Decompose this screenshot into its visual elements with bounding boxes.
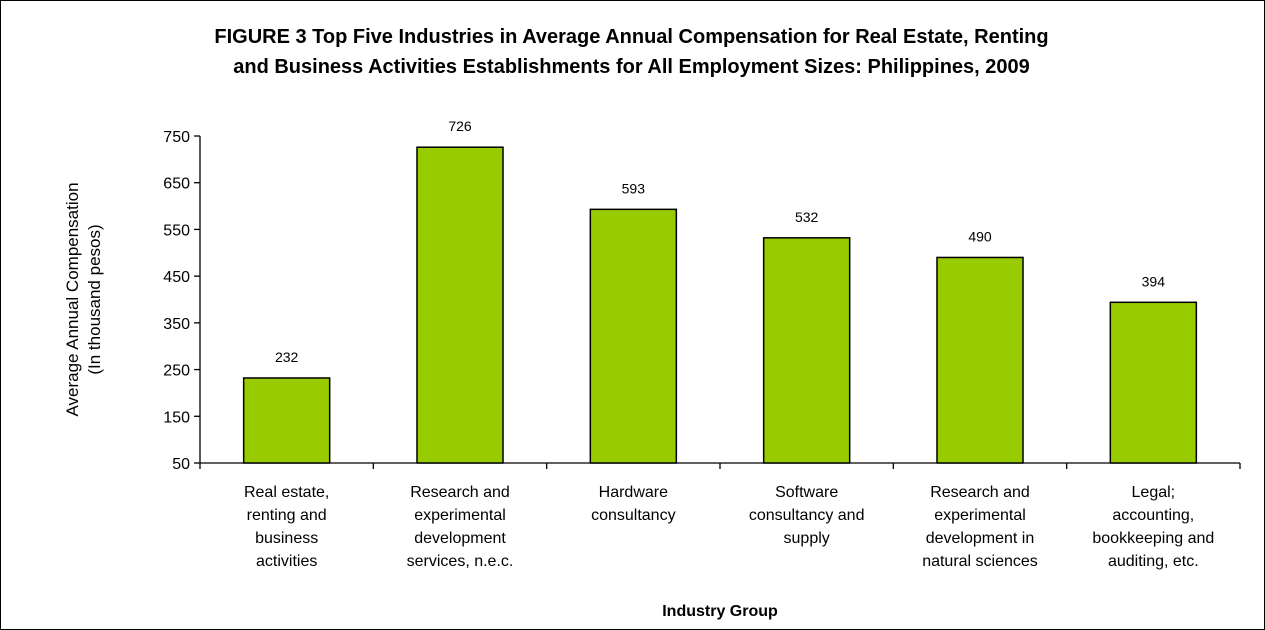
y-tick-label: 550 <box>163 222 190 239</box>
x-category-label: Research and experimental development servi… <box>407 484 514 570</box>
data-label: 490 <box>968 228 992 244</box>
bar <box>762 237 851 464</box>
data-label: 532 <box>795 209 819 225</box>
chart-title-block: FIGURE 3 Top Five Industries in Average … <box>0 22 1263 82</box>
bar <box>416 146 504 464</box>
data-label: 726 <box>448 118 472 134</box>
x-category-label: Software consultancy and supply <box>749 484 865 547</box>
y-axis-title: Average Annual Compensation (In thousand … <box>63 182 104 416</box>
bar <box>589 208 678 464</box>
data-label: 232 <box>275 349 299 365</box>
y-tick-label: 150 <box>163 409 190 426</box>
bar <box>1109 301 1198 464</box>
chart-title: FIGURE 3 Top Five Industries in Average … <box>214 26 1049 48</box>
y-tick-label: 450 <box>163 269 190 286</box>
bar <box>936 256 1024 464</box>
data-label: 593 <box>622 180 646 196</box>
x-category-label: Research and experimental development in na… <box>922 484 1038 570</box>
y-tick-label: 250 <box>163 363 190 380</box>
data-label: 394 <box>1142 273 1166 289</box>
y-tick-label: 50 <box>172 456 190 473</box>
x-category-label: Real estate, renting and business activitie… <box>244 484 329 570</box>
bar <box>242 377 331 464</box>
x-category-label: Legal; accounting, bookkeeping and auditing… <box>1092 484 1214 570</box>
x-category-label: Hardware consultancy <box>591 484 676 524</box>
y-tick-label: 350 <box>163 316 190 333</box>
y-tick-label: 750 <box>163 129 190 146</box>
y-tick-label: 650 <box>163 176 190 193</box>
chart-subtitle: and Business Activities Establishments f… <box>233 56 1030 78</box>
x-axis-title: Industry Group <box>662 603 778 620</box>
